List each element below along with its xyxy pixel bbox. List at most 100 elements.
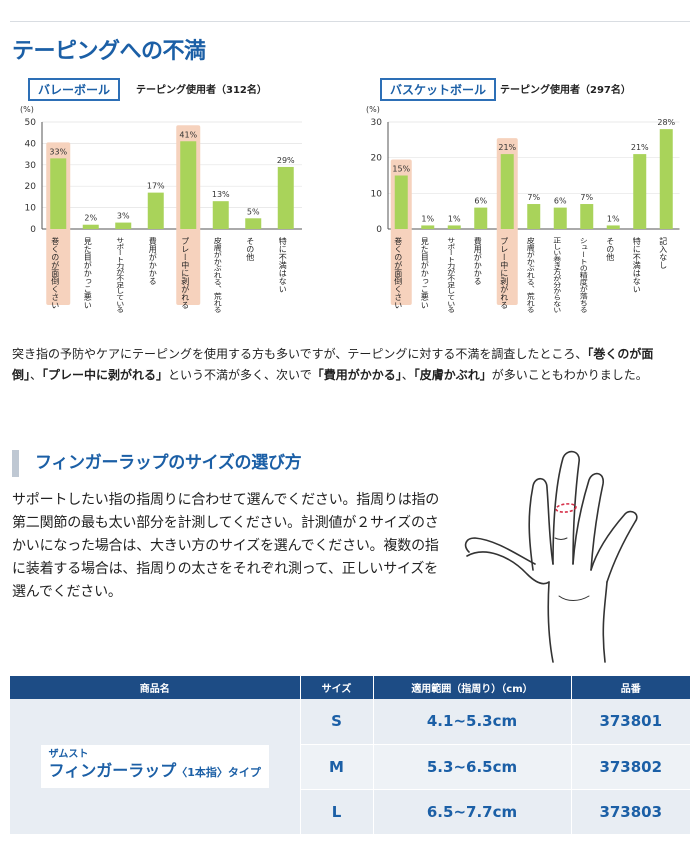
code-cell: 373801	[571, 699, 690, 745]
category-label: 皮膚がかぶれる、荒れる	[526, 236, 535, 313]
size-cell: L	[300, 789, 374, 835]
value-label: 29%	[277, 156, 295, 165]
basketball-chart: バスケットボール テーピング使用者（297名） (%) 0 10 20 30 15% 巻くの…	[358, 78, 688, 340]
category-label: 巻くのが面倒くさい	[51, 236, 60, 309]
y-tick-label: 20	[371, 154, 383, 164]
table-row: M 5.3~6.5cm 373802	[10, 744, 690, 790]
size-table: 商品名 サイズ 適用範囲（指周り）（cm） 品番 ザムスト フィンガーラップ〈1…	[10, 676, 690, 835]
category-label: 正しい巻き方が分からない	[553, 237, 562, 313]
category-label: その他	[246, 237, 255, 262]
bar	[447, 225, 461, 229]
bar	[180, 141, 197, 229]
code-cell: 373802	[571, 744, 690, 790]
bar	[474, 207, 488, 229]
category-label: 皮膚がかぶれる、荒れる	[213, 236, 222, 313]
category-label: サポート力が不足している	[447, 237, 456, 313]
range-cell: 6.5~7.7cm	[373, 789, 572, 835]
product-logo: ザムスト フィンガーラップ〈1本指〉タイプ	[40, 744, 269, 788]
header-code: 品番	[571, 676, 690, 699]
page-title: テーピングへの不満	[12, 39, 206, 64]
category-label: 見た目がかっこ悪い	[420, 237, 429, 309]
y-tick-label: 0	[30, 225, 36, 235]
bar	[277, 166, 294, 229]
product-cell: ザムスト フィンガーラップ〈1本指〉タイプ	[10, 699, 301, 835]
product-brand: ザムスト	[48, 748, 89, 760]
summary-text-4: 、	[401, 368, 414, 382]
size-guide-title: フィンガーラップのサイズの選び方	[12, 450, 302, 477]
survey-summary: 突き指の予防やケアにテーピングを使用する方も多いですが、テーピングに対する不満を…	[12, 344, 682, 386]
summary-bold-4: 「皮膚かぶれ」	[413, 368, 492, 382]
sport-tag-volleyball: バレーボール	[28, 78, 121, 101]
category-label: 記入なし	[659, 236, 668, 269]
header-size: サイズ	[300, 676, 374, 699]
bar	[421, 225, 435, 229]
bar	[553, 207, 567, 229]
users-count-volleyball: テーピング使用者（312名）	[136, 85, 267, 96]
product-name: フィンガーラップ〈1本指〉タイプ	[49, 761, 261, 780]
summary-text-2: 、	[30, 368, 43, 382]
header-product: 商品名	[10, 676, 301, 699]
value-label: 33%	[49, 147, 67, 156]
category-label: シュートの精度が落ちる	[579, 237, 588, 313]
bar	[50, 158, 67, 229]
value-label: 21%	[631, 143, 649, 152]
value-label: 1%	[421, 214, 434, 223]
value-label: 2%	[84, 214, 97, 223]
summary-bold-3: 「費用がかかる」	[311, 368, 402, 382]
bar	[394, 175, 408, 229]
bar	[147, 192, 164, 229]
value-label: 28%	[657, 118, 675, 127]
range-cell: 4.1~5.3cm	[373, 699, 572, 745]
value-label: 3%	[117, 212, 130, 221]
table-row: L 6.5~7.7cm 373803	[10, 789, 690, 835]
bar	[527, 204, 541, 229]
volleyball-chart: バレーボール テーピング使用者（312名） (%) 0 10 20 30 40 50 33% 巻…	[20, 78, 328, 340]
bar	[82, 224, 99, 229]
category-label: 特に不満はない	[632, 236, 641, 293]
value-label: 5%	[247, 207, 260, 216]
bar	[500, 154, 514, 229]
size-guide-text: サポートしたい指の指周りに合わせて選んでください。指周りは指の第二関節の最も太い…	[12, 492, 440, 600]
volleyball-chart-svg: (%) 0 10 20 30 40 50 33% 巻くのが面倒くさい 2% 見た目がかっこ悪い 3% サ…	[20, 105, 302, 313]
hand-measure-illustration	[464, 450, 638, 663]
value-label: 21%	[498, 143, 516, 152]
summary-bold-1: 「巻くのが面倒」	[12, 347, 654, 382]
category-label: 費用がかかる	[148, 236, 157, 285]
value-label: 7%	[527, 193, 540, 202]
y-tick-label: 30	[371, 118, 383, 128]
sport-tag-basketball: バスケットボール	[380, 78, 497, 101]
category-label: サポート力が不足している	[116, 237, 125, 313]
bar	[115, 222, 132, 229]
summary-bold-2: 「プレー中に剥がれる」	[42, 368, 169, 382]
value-label: 17%	[147, 182, 165, 191]
value-label: 15%	[392, 165, 410, 174]
y-unit-label: (%)	[20, 105, 34, 114]
range-cell: 5.3~6.5cm	[373, 744, 572, 790]
category-label: その他	[606, 237, 615, 262]
code-cell: 373803	[571, 789, 690, 835]
table-row: ザムスト フィンガーラップ〈1本指〉タイプ S 4.1~5.3cm 373801	[10, 699, 690, 835]
size-table-header: 商品名 サイズ 適用範囲（指周り）（cm） 品番	[10, 676, 690, 699]
value-label: 1%	[607, 214, 620, 223]
value-label: 7%	[580, 193, 593, 202]
top-divider	[10, 21, 690, 22]
y-tick-label: 0	[376, 225, 382, 235]
summary-text-3: という不満が多く、次いで	[168, 368, 312, 382]
category-label: 費用がかかる	[473, 236, 482, 285]
size-cell: S	[300, 699, 374, 745]
y-tick-label: 10	[371, 189, 383, 199]
value-label: 6%	[474, 197, 487, 206]
product-name-sub: 〈1本指〉タイプ	[176, 765, 261, 779]
category-label: 特に不満はない	[278, 236, 287, 293]
product-name-main: フィンガーラップ	[48, 760, 177, 780]
y-tick-label: 10	[25, 204, 37, 214]
y-unit-label: (%)	[366, 105, 380, 114]
value-label: 1%	[448, 214, 461, 223]
category-label: プレー中に剥がれる	[181, 237, 190, 309]
y-tick-label: 30	[25, 161, 37, 171]
bar	[212, 201, 229, 229]
y-tick-label: 50	[25, 118, 37, 128]
summary-text-5: が多いこともわかりました。	[491, 368, 648, 382]
category-label: 見た目がかっこ悪い	[83, 237, 92, 309]
header-range: 適用範囲（指周り）（cm）	[373, 676, 572, 699]
